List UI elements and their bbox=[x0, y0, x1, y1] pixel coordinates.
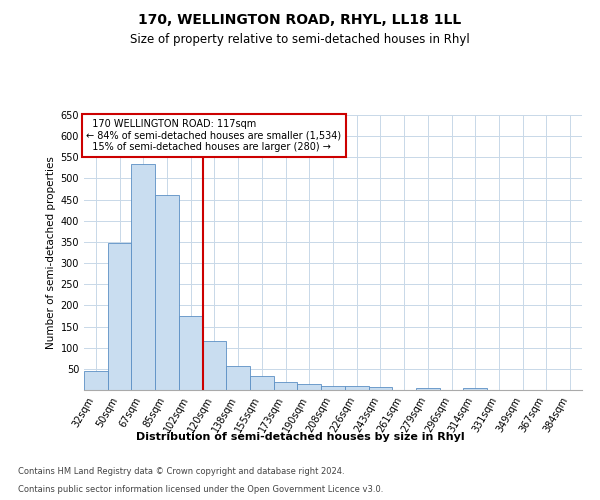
Text: 170, WELLINGTON ROAD, RHYL, LL18 1LL: 170, WELLINGTON ROAD, RHYL, LL18 1LL bbox=[139, 12, 461, 26]
Bar bbox=[463, 388, 487, 390]
Bar bbox=[155, 194, 179, 390]
Bar bbox=[108, 243, 131, 390]
Text: Size of property relative to semi-detached houses in Rhyl: Size of property relative to semi-detach… bbox=[130, 32, 470, 46]
Bar bbox=[226, 366, 250, 390]
Bar bbox=[345, 386, 368, 390]
Text: 170 WELLINGTON ROAD: 117sqm
← 84% of semi-detached houses are smaller (1,534)
  : 170 WELLINGTON ROAD: 117sqm ← 84% of sem… bbox=[86, 119, 341, 152]
Y-axis label: Number of semi-detached properties: Number of semi-detached properties bbox=[46, 156, 56, 349]
Bar bbox=[84, 371, 108, 390]
Bar bbox=[298, 384, 321, 390]
Bar bbox=[416, 388, 440, 390]
Bar bbox=[179, 316, 203, 390]
Bar bbox=[368, 386, 392, 390]
Bar bbox=[321, 386, 345, 390]
Bar bbox=[250, 376, 274, 390]
Text: Contains public sector information licensed under the Open Government Licence v3: Contains public sector information licen… bbox=[18, 485, 383, 494]
Text: Contains HM Land Registry data © Crown copyright and database right 2024.: Contains HM Land Registry data © Crown c… bbox=[18, 467, 344, 476]
Bar bbox=[274, 382, 298, 390]
Bar bbox=[131, 164, 155, 390]
Bar bbox=[203, 342, 226, 390]
Text: Distribution of semi-detached houses by size in Rhyl: Distribution of semi-detached houses by … bbox=[136, 432, 464, 442]
